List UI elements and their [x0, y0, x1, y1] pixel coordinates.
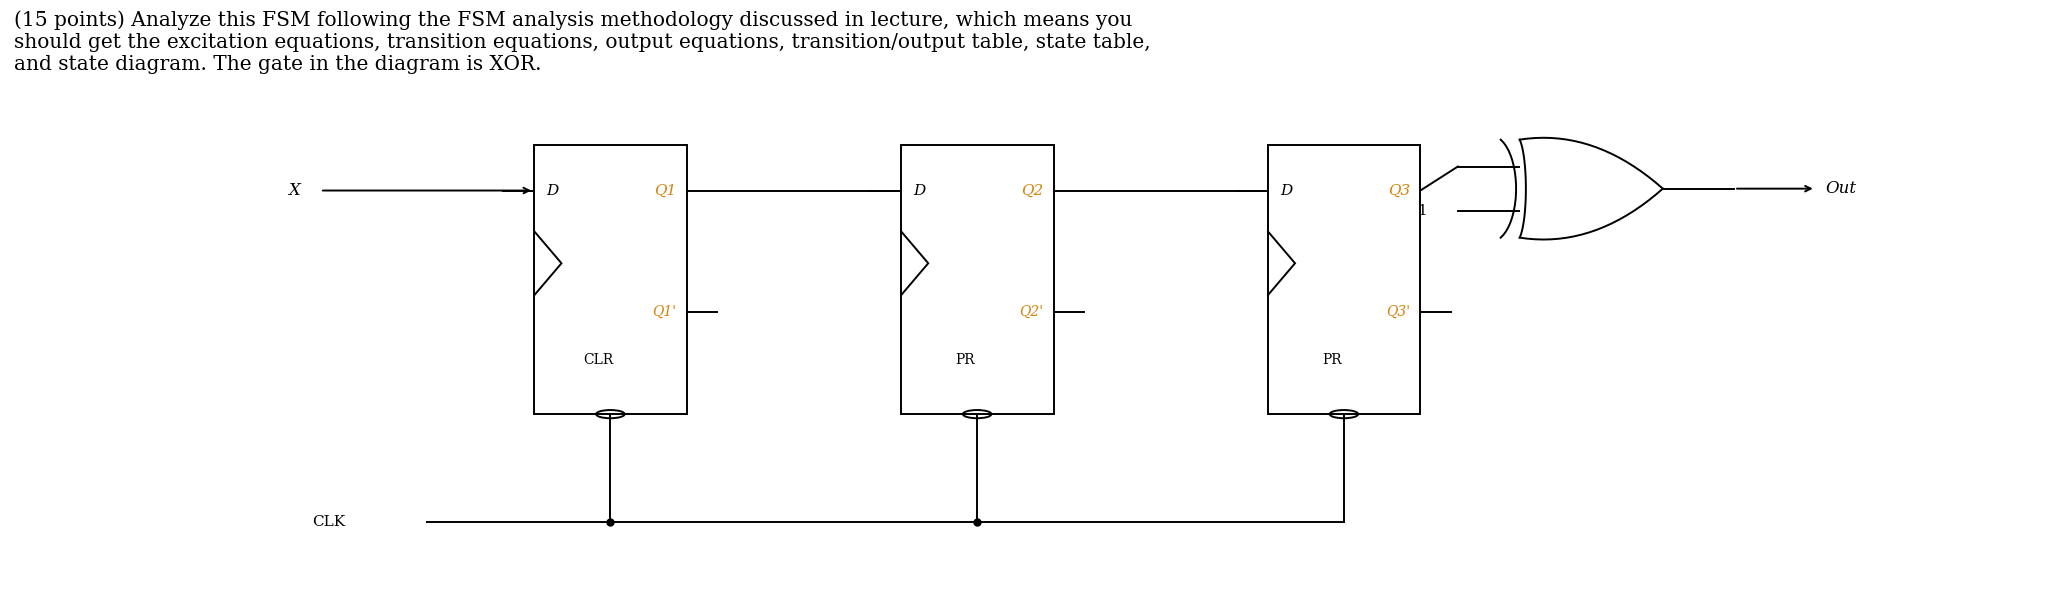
Text: CLK: CLK: [313, 516, 346, 529]
Text: Out: Out: [1825, 180, 1858, 197]
Bar: [534, 145, 687, 414]
Text: CLR: CLR: [583, 353, 614, 367]
Text: 1: 1: [1418, 204, 1428, 218]
Text: D: D: [913, 184, 925, 198]
Text: Q3': Q3': [1385, 305, 1410, 319]
Text: D: D: [1279, 184, 1291, 198]
Text: Q3: Q3: [1387, 184, 1410, 198]
Text: Q1': Q1': [653, 305, 677, 319]
Text: D: D: [546, 184, 559, 198]
Text: PR: PR: [1322, 353, 1342, 367]
Text: PR: PR: [955, 353, 974, 367]
Text: Q1: Q1: [655, 184, 677, 198]
Bar: [1269, 145, 1420, 414]
Text: (15 points) Analyze this FSM following the FSM analysis methodology discussed in: (15 points) Analyze this FSM following t…: [14, 10, 1152, 74]
Text: X: X: [288, 182, 299, 199]
Text: Q2: Q2: [1021, 184, 1043, 198]
Bar: [900, 145, 1054, 414]
Text: Q2': Q2': [1019, 305, 1043, 319]
